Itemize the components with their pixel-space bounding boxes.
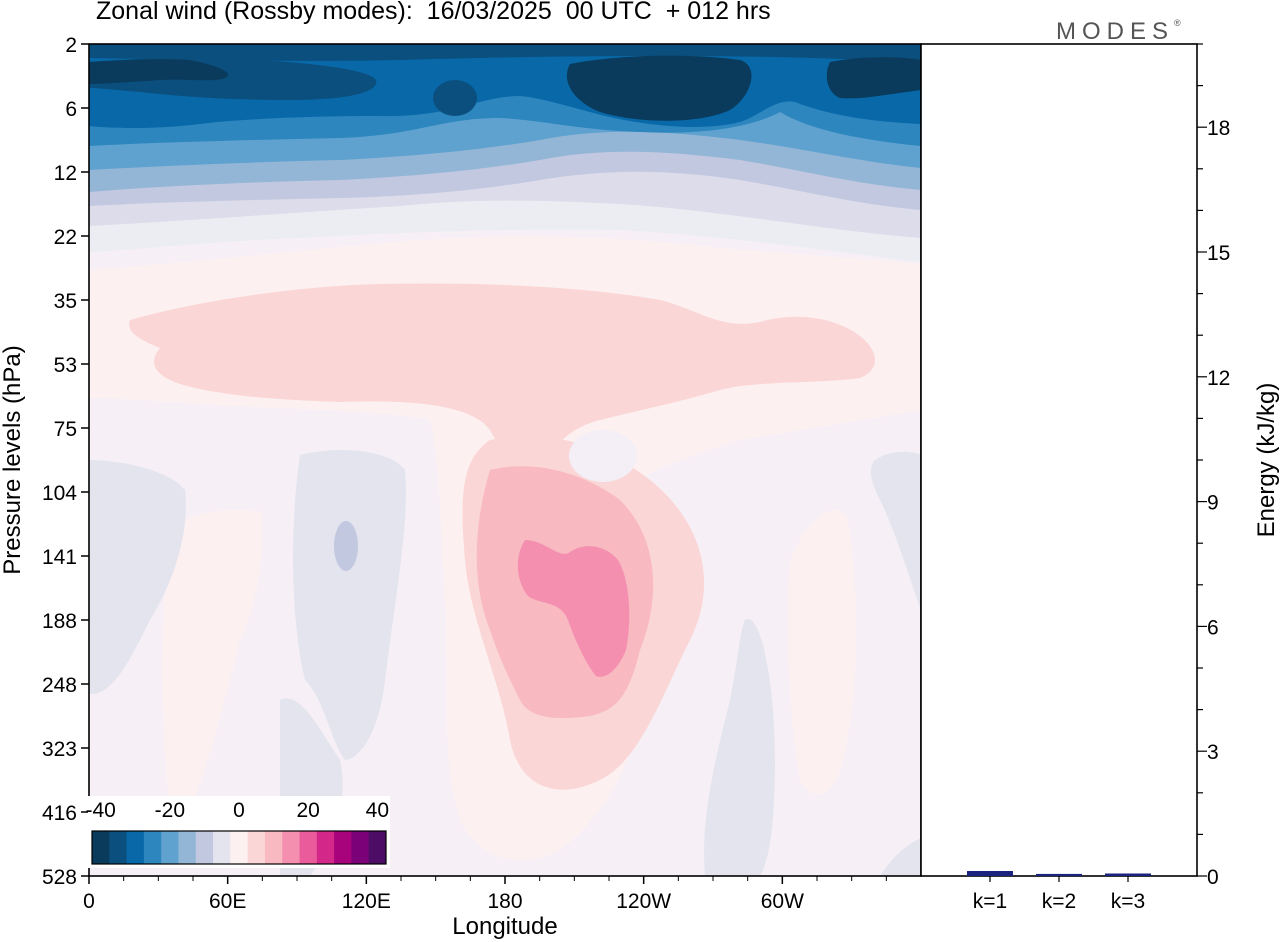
contour-band-plus-10-upper [129,283,875,480]
colorbar-swatch [264,831,283,864]
colorbar-swatch [195,831,214,864]
energy-tick-label: 18 [1207,117,1230,140]
colorbar-tick-label: 20 [296,799,319,822]
colorbar-swatch [178,831,197,864]
energy-tick-label: 0 [1207,866,1219,889]
colorbar-swatch [316,831,335,864]
pressure-axis: 2 6 12 22 35 53 75 104 141 188 248 323 416 528 [42,34,89,889]
contour-band-minus-5-far-east [870,451,921,610]
contour-band-plus-20 [517,540,630,677]
y-tick-label: 141 [42,546,77,569]
y-tick-label: 75 [54,418,77,441]
contour-band-minus-5-corner [880,838,921,876]
colorbar-tick-label: 40 [366,799,389,822]
contour-band-minus-5-west [89,460,186,694]
contour-band-minus-10-small [334,521,358,571]
y-tick-label: 53 [54,354,77,377]
colorbar-swatch [213,831,231,864]
colorbar-swatch [351,831,370,864]
colorbar-swatch [247,831,266,864]
energy-tick-label: 3 [1207,741,1219,764]
y-tick-label: 188 [42,610,77,633]
colorbar-swatch [230,831,249,864]
x-tick-label: 120W [616,890,671,913]
energy-bar-label: k=1 [973,890,1007,913]
y-tick-label: 2 [65,34,77,57]
contour-core-far-east [826,57,921,99]
colorbar-swatch [126,831,145,864]
x-tick-label: 180 [487,890,522,913]
contour-band-plus-5-west [162,510,263,810]
registered-mark: ® [1174,18,1181,28]
colorbar-tick-label: -20 [155,799,185,822]
y-axis-title: Pressure levels (hPa) [0,345,26,574]
y-tick-label: 35 [54,290,77,313]
energy-bar [967,871,1013,876]
y-tick-label: 104 [42,482,77,505]
contour-band-minus-40 [89,44,921,64]
contour-band-minus-5-mid [293,450,406,760]
colorbar-frame [91,830,387,865]
longitude-axis: 0 60E 120E 180 120W 60W [83,876,804,913]
contour-core-east [566,55,752,121]
y-tick-label: 12 [54,162,77,185]
modes-logo: MODES® [1056,18,1181,46]
x-axis-title: Longitude [452,913,557,940]
colorbar-legend: -40 -20 0 20 40 [85,796,390,868]
x-tick-label: 120E [342,890,391,913]
chart-title: Zonal wind (Rossby modes): 16/03/2025 00… [96,0,771,25]
energy-bars [967,871,1151,876]
contour-band-minus-5-east-lower [704,619,775,876]
colorbar-swatch [282,831,301,864]
colorbar-swatch [299,831,318,864]
energy-bar [1105,873,1151,876]
energy-frame [920,43,1198,877]
contour-core-west-dark [89,59,229,84]
y-tick-label: 248 [42,674,77,697]
energy-tick-label: 12 [1207,367,1230,390]
colorbar-swatch [368,831,387,864]
energy-tick-label: 6 [1207,616,1219,639]
colorbar-swatch [109,831,128,864]
colorbar-tick-label: -40 [85,799,115,822]
brand-name: MODES [1056,18,1175,45]
x-tick-label: 60E [209,890,246,913]
energy-tick-label: 9 [1207,492,1219,515]
colorbar-tick-label: 0 [233,799,245,822]
y-tick-label: 528 [42,866,77,889]
contour-closed-low [569,430,637,482]
y-tick-label: 416 [42,802,77,825]
energy-bar-label: k=2 [1042,890,1076,913]
energy-bar-label: k=3 [1111,890,1145,913]
energy-tick-label: 15 [1207,242,1230,265]
x-tick-label: 0 [83,890,95,913]
colorbar-swatch [334,831,352,864]
longitude-minor-ticks [123,876,887,881]
contour-band-plus-5-east [788,510,857,794]
y-tick-label: 323 [42,738,77,761]
y-tick-label: 22 [54,226,77,249]
energy-axis: 0 3 6 9 12 15 18 [1197,43,1230,889]
x-tick-label: 60W [761,890,804,913]
energy-bar [1036,873,1082,876]
colorbar-swatch [161,831,179,864]
zonal-wind-contour-field [89,44,921,876]
contour-core-small [433,80,477,116]
colorbar-swatch [143,831,162,864]
y-tick-label: 6 [65,98,77,121]
energy-axis-title: Energy (kJ/kg) [1253,383,1280,538]
colorbar-swatch [92,831,110,864]
energy-bar-labels: k=1 k=2 k=3 [973,876,1145,913]
